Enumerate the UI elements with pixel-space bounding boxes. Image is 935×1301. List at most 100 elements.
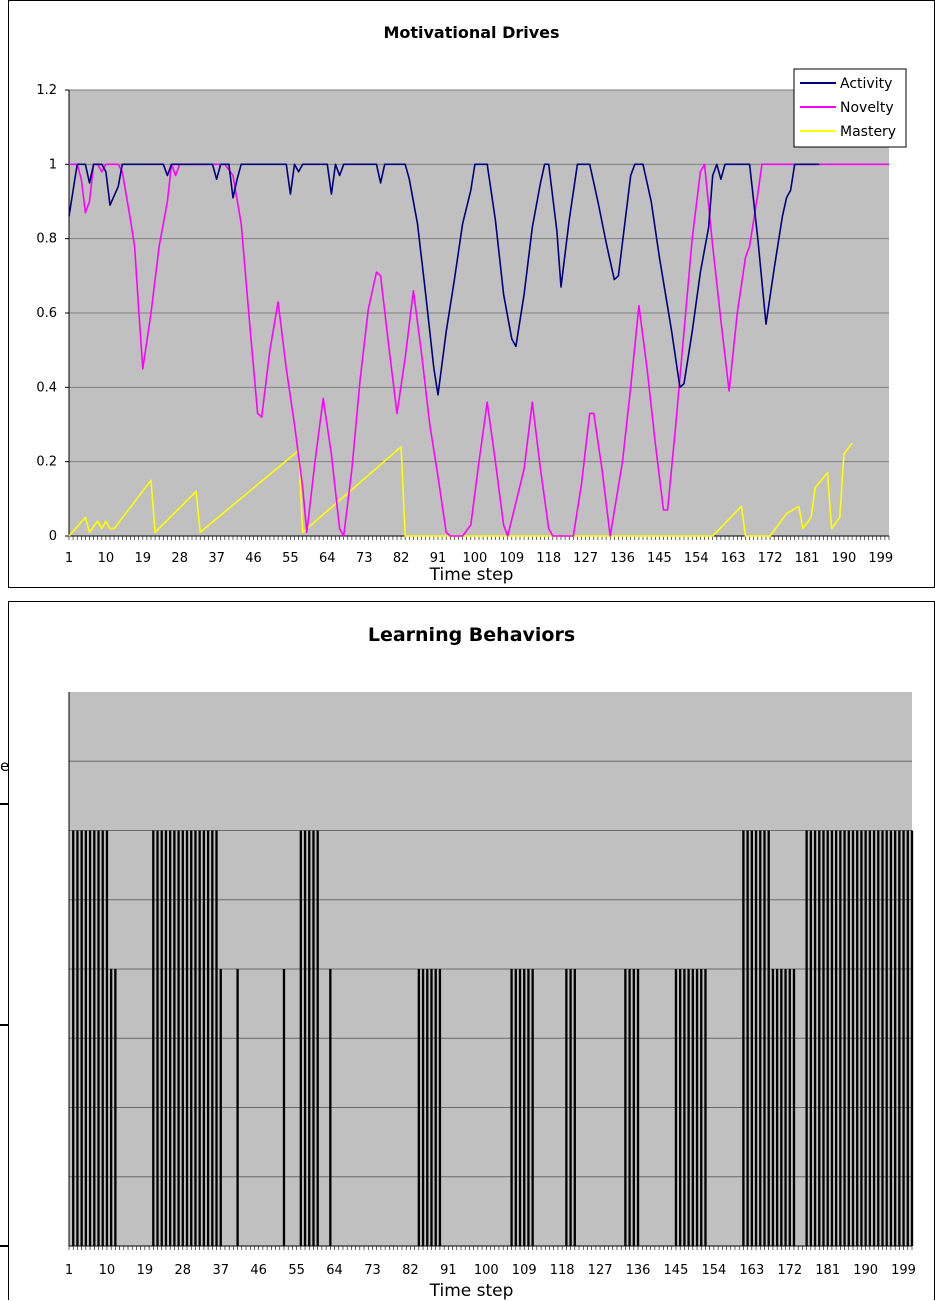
behavior-bar [109,969,113,1246]
behavior-bar [759,830,762,1246]
behavior-bar [93,830,96,1246]
behavior-bar [185,830,189,1246]
behavior-bar [742,830,745,1246]
x-tick-label: 37 [208,551,225,566]
behavior-bar [788,969,791,1246]
behavior-bar [822,830,825,1246]
behavior-bar [872,830,876,1246]
behavior-bar [177,830,180,1246]
behavior-bar [704,969,707,1246]
behavior-bar [839,830,842,1246]
behavior-bar [169,830,172,1246]
behavior-bar [438,969,442,1246]
x-tick-label: 109 [512,1263,537,1278]
x-tick-label: 100 [462,551,487,566]
behavior-bar [700,969,703,1246]
x-tick-label: 154 [701,1263,726,1278]
behavior-bar [898,830,901,1246]
x-tick-label: 55 [288,1263,305,1278]
behavior-bar [860,830,863,1246]
series-line-mastery [68,442,853,537]
x-tick-label: 127 [573,551,598,566]
legend-label-novelty: Novelty [840,100,894,116]
behavior-bar [308,830,311,1246]
behavior-bar [784,969,787,1246]
chart-title: Motivational Drives [383,23,560,42]
x-tick-label: 100 [474,1263,499,1278]
x-tick-label: 37 [212,1263,229,1278]
x-tick-label: 190 [853,1263,878,1278]
behavior-bar [573,969,576,1246]
y-tick-label: 1.2 [36,83,57,98]
behavior-bar [809,830,812,1246]
behavior-bar [523,969,526,1246]
behavior-bar [181,830,184,1246]
x-tick-label: 82 [393,551,410,566]
x-tick-label: 118 [550,1263,575,1278]
x-tick-label: 64 [326,1263,343,1278]
behavior-bar [826,830,829,1246]
behavior-bar [902,830,905,1246]
behavior-bar [84,830,88,1246]
chart-title: Learning Behaviors [367,624,576,646]
x-tick-label: 82 [402,1263,419,1278]
behavior-bar [206,830,210,1246]
behavior-bar [97,830,100,1246]
behavior-bar [877,830,880,1246]
x-tick-label: 127 [588,1263,613,1278]
behavior-bar [780,969,783,1246]
behavior-bar [889,830,893,1246]
y-tick-label: 0.8 [36,232,57,247]
legend-label-mastery: Mastery [840,124,896,140]
behavior-bar [211,830,214,1246]
behavior-bar [531,969,534,1246]
behavior-bar [856,830,859,1246]
behavior-bar [632,969,635,1246]
behavior-bar [114,969,117,1246]
behavior-bar [910,830,914,1246]
x-tick-label: 163 [739,1263,764,1278]
y-tick-label: 0.4 [36,380,57,395]
behavior-bar [771,969,775,1246]
behavior-bar [830,830,834,1246]
x-tick-label: 19 [135,551,152,566]
x-tick-label: 73 [356,551,373,566]
y-tick-label: 1 [49,157,57,172]
behavior-bar [906,830,909,1246]
behavior-bar [805,830,808,1246]
motivational-drives-plot: 0 0.2 0.4 0.6 0.8 1 1.2 1 10 19 28 37 46 55 64 73 82 91 10… [36,68,907,566]
behavior-bar [527,969,530,1246]
x-tick-label: 28 [175,1263,192,1278]
behavior-bar [417,969,421,1246]
behavior-bar [847,830,850,1246]
behavior-bar [312,830,315,1246]
motivational-drives-chart: Motivational Drives 0 0.2 0.4 0.6 0.8 1 1.2 1 10… [8,0,935,588]
y-tick-label: 0.2 [36,455,57,470]
behavior-bar [316,830,319,1246]
behavior-bar [683,969,686,1246]
behavior-bar [565,969,568,1246]
x-tick-label: 181 [795,551,820,566]
behavior-bar [851,830,855,1246]
behavior-bar [160,830,163,1246]
y-tick-label: 0.6 [36,306,57,321]
behavior-bar [834,830,838,1246]
x-tick-label: 46 [250,1263,267,1278]
x-tick-label: 145 [664,1263,689,1278]
behavior-bar [421,969,425,1246]
learning-behaviors-plot: 1 10 19 28 37 46 55 64 73 82 91 100 109 118 127 136 145 1… [65,692,916,1278]
behavior-bar [80,830,83,1246]
x-tick-label: 46 [245,551,262,566]
behavior-bar [236,969,239,1246]
x-tick-label: 91 [440,1263,457,1278]
learning-behaviors-chart: Learning Behaviors 1 10 19 28 37 46 55 64 73 82 91… [8,601,935,1301]
x-tick-label: 199 [868,551,893,566]
behavior-bar [215,830,218,1246]
behavior-bar [893,830,897,1246]
behavior-bar [426,969,429,1246]
x-tick-label: 73 [364,1263,381,1278]
x-tick-label: 109 [499,551,524,566]
behavior-bar [430,969,433,1246]
x-tick-label: 172 [758,551,783,566]
behavior-bar [636,969,640,1246]
